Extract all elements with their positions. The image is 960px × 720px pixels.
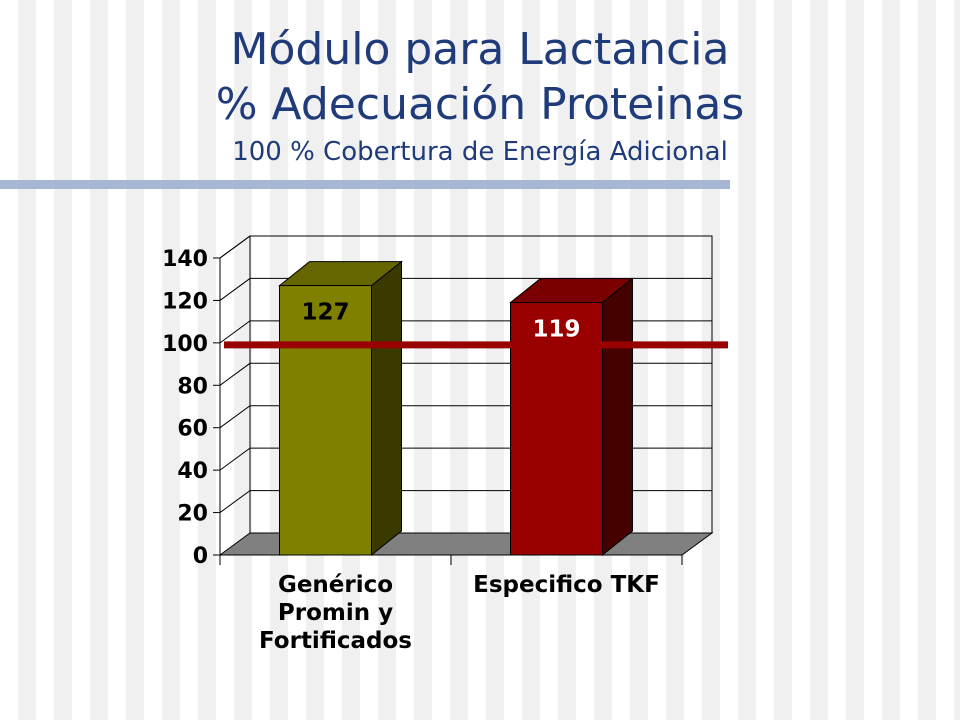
data-label: 119 xyxy=(532,317,580,343)
y-tick-label: 80 xyxy=(177,374,208,399)
category-label-line: Promin y xyxy=(278,600,393,626)
chart-title: Módulo para Lactancia xyxy=(230,24,730,75)
y-tick-label: 40 xyxy=(177,459,208,484)
category-label: Genérico Promin y Fortificados xyxy=(259,572,412,654)
y-tick-label: 0 xyxy=(193,544,208,569)
bar-side xyxy=(371,260,402,557)
gridline xyxy=(219,235,712,259)
category-label-line: Fortificados xyxy=(259,628,412,654)
y-tick-label: 100 xyxy=(162,332,208,357)
y-tick-label: 20 xyxy=(177,502,208,527)
y-tick-label: 120 xyxy=(162,289,208,314)
y-axis-top xyxy=(219,235,251,259)
chart-labels: 127 119 Genérico Promin y Fortificados Especi… xyxy=(259,300,660,654)
chart-subtitle-2: 100 % Cobertura de Energía Adicional xyxy=(232,137,728,167)
data-label: 127 xyxy=(301,300,349,326)
category-label-line: Genérico xyxy=(278,572,393,598)
category-label-line: Especifico TKF xyxy=(473,572,660,598)
bar xyxy=(278,260,403,557)
title-block: Módulo para Lactancia % Adecuación Prote… xyxy=(0,22,960,172)
category-label: Especifico TKF xyxy=(473,572,660,598)
title-divider xyxy=(0,180,730,189)
chart-axes: 0 20 40 60 80 100 120 140 xyxy=(162,235,683,569)
y-tick-label: 60 xyxy=(177,417,208,442)
bar-side xyxy=(602,277,633,557)
chart-subtitle: % Adecuación Proteinas xyxy=(215,79,745,130)
bar-front xyxy=(279,285,372,556)
y-tick-label: 140 xyxy=(162,247,208,272)
